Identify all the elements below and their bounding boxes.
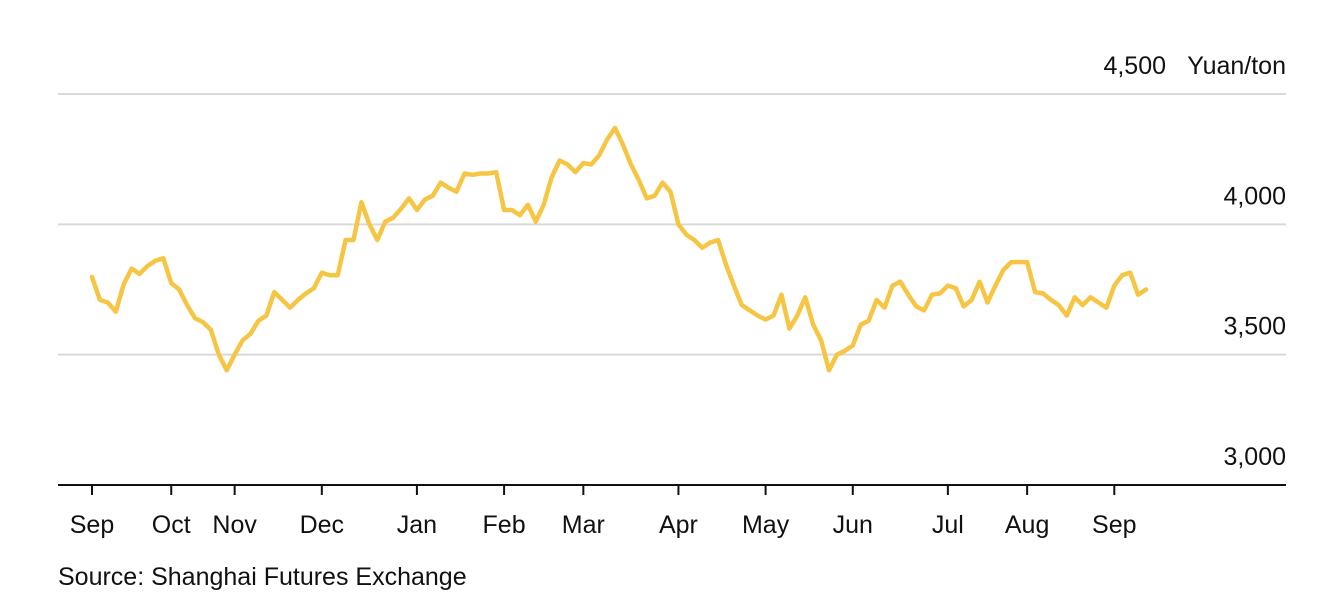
y-unit: Yuan/ton [1187, 52, 1286, 80]
x-tick-label: Oct [152, 511, 191, 539]
y-tick-label: 4,500 [1103, 52, 1166, 80]
y-tick-label: 3,500 [1223, 313, 1286, 341]
x-tick-label: Aug [1005, 511, 1049, 539]
y-tick-label: 4,000 [1223, 182, 1286, 210]
x-tick-label: Sep [1092, 511, 1136, 539]
x-tick-label: Sep [70, 511, 114, 539]
x-tick-label: Apr [659, 511, 698, 539]
source-note: Source: Shanghai Futures Exchange [58, 563, 467, 591]
x-tick-label: Jun [833, 511, 873, 539]
x-tick-label: May [742, 511, 790, 539]
x-tick-label: Nov [212, 511, 257, 539]
x-tick-label: Mar [562, 511, 605, 539]
x-tick-label: Dec [300, 511, 344, 539]
y-tick-label: 3,000 [1223, 443, 1286, 471]
x-tick-label: Jan [397, 511, 437, 539]
x-tick-label: Jul [932, 511, 964, 539]
price-line [89, 125, 1149, 373]
x-tick-label: Feb [483, 511, 526, 539]
